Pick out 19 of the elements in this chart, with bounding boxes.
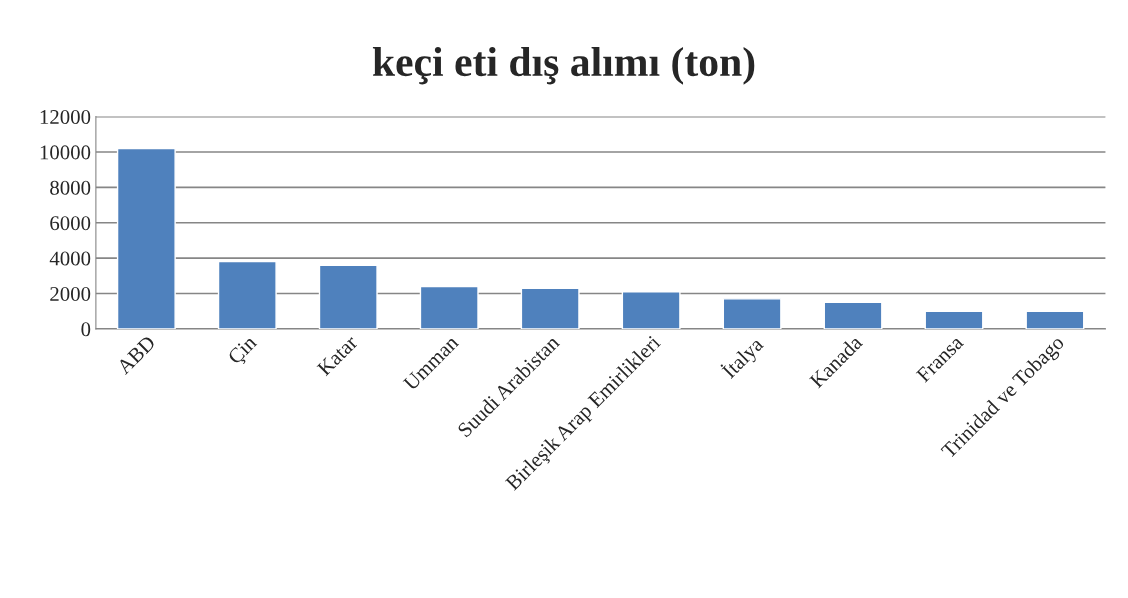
bar: [520, 287, 580, 329]
bar: [722, 298, 782, 329]
bar: [924, 310, 984, 329]
y-tick-label: 6000: [50, 216, 91, 231]
bar: [318, 264, 378, 329]
bar: [823, 301, 883, 329]
x-tick-label: Çin: [227, 334, 261, 368]
y-tick-label: 12000: [40, 109, 91, 125]
y-tick-label: 4000: [49, 251, 91, 266]
y-tick-label: 2000: [50, 286, 91, 301]
bar: [621, 291, 681, 329]
y-tick-label: 10000: [40, 145, 91, 160]
y-tick-label: 8000: [50, 180, 91, 195]
y-tick-label: 0: [81, 322, 91, 337]
bar: [419, 285, 479, 329]
bar: [116, 147, 176, 329]
bar: [217, 260, 277, 329]
chart-title: keçi eti dış alımı (ton): [372, 46, 755, 85]
bar: [1025, 310, 1085, 329]
